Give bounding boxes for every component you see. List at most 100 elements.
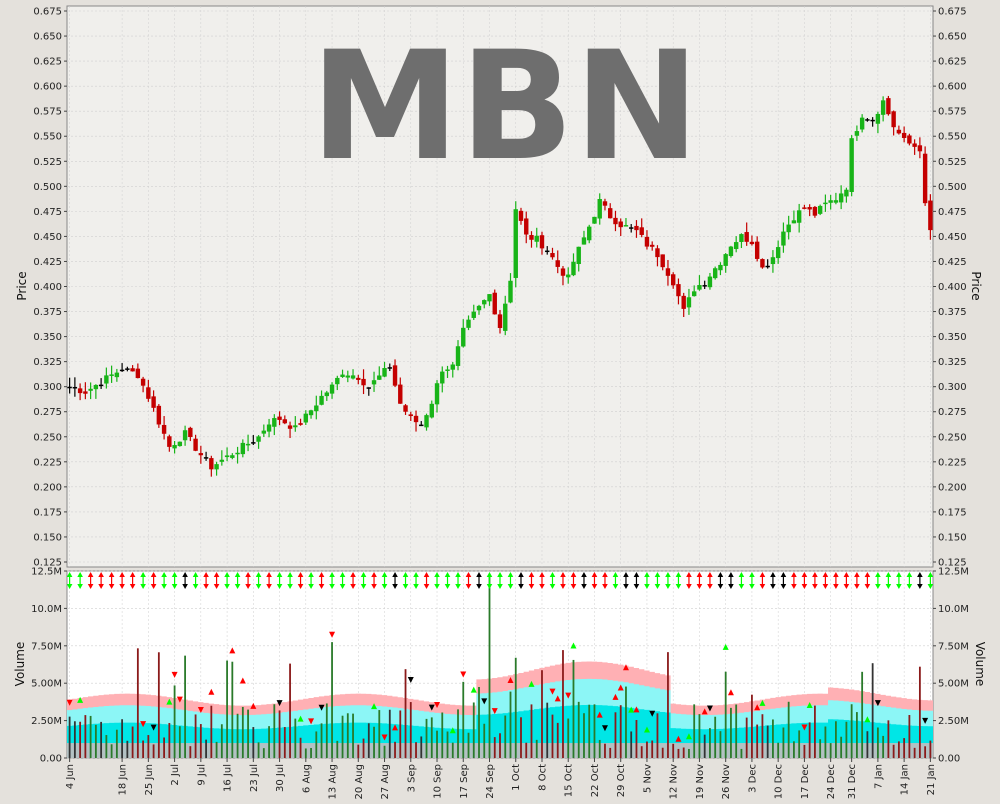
price-bar	[539, 231, 545, 255]
volume-bar	[262, 748, 265, 758]
price-bar	[182, 425, 188, 446]
volume-bar	[231, 661, 234, 758]
price-bar	[650, 241, 655, 251]
signal-arrow-up	[560, 572, 566, 577]
signal-arrow-down	[833, 584, 839, 589]
signal-arrow-down	[224, 584, 230, 589]
volume-bar	[110, 744, 113, 758]
price-bar-body	[298, 423, 303, 425]
volume-bar	[220, 724, 223, 758]
price-bar	[72, 377, 78, 397]
price-tick-label-left: 0.650	[33, 32, 62, 43]
signal-arrow-up	[339, 572, 346, 577]
price-bar-body	[770, 257, 776, 265]
volume-bar	[766, 725, 769, 758]
price-tick-label-right: 0.475	[938, 207, 967, 218]
signal-arrow-up	[759, 572, 766, 577]
signal-arrow-down	[108, 584, 115, 589]
volume-signal-marker	[434, 701, 441, 708]
price-bar-body	[240, 442, 246, 455]
price-bar-body	[282, 419, 288, 424]
volume-bar	[651, 740, 654, 758]
volume-bar	[283, 727, 286, 758]
price-bar-body	[623, 225, 629, 227]
signal-arrow-down	[318, 584, 325, 589]
price-tick-label-left: 0.200	[33, 482, 62, 493]
price-bar-body	[256, 436, 261, 442]
volume-bar	[478, 686, 480, 758]
volume-signal-marker	[329, 631, 336, 638]
volume-bar	[68, 716, 71, 758]
price-bar	[303, 410, 309, 425]
date-tick-label: 13 Aug	[328, 764, 339, 799]
volume-bar	[745, 717, 748, 758]
date-tick-label: 16 Jul	[223, 764, 234, 792]
signal-arrow-down	[885, 584, 892, 589]
price-tick-label-right: 0.525	[938, 157, 967, 168]
signal-arrow-up	[864, 572, 871, 577]
volume-bar	[446, 731, 449, 758]
price-bar	[587, 224, 592, 244]
volume-signal-marker	[759, 699, 766, 706]
price-bar-body	[245, 443, 251, 446]
volume-bar	[814, 705, 816, 758]
date-tick-label: 26 Nov	[721, 764, 732, 800]
price-bar-body	[566, 274, 571, 278]
price-bar-body	[786, 224, 791, 233]
signal-arrow-down	[686, 584, 692, 589]
volume-bar	[100, 721, 103, 758]
volume-bar	[541, 670, 543, 758]
signal-arrow-down	[66, 584, 73, 589]
volume-signal-marker	[628, 706, 635, 713]
price-bar-body	[476, 305, 482, 311]
volume-bar	[441, 712, 444, 758]
signal-arrow-down	[87, 584, 94, 589]
price-bar-body	[712, 268, 718, 279]
signal-arrow-up	[308, 572, 314, 577]
price-tick-label-right: 0.300	[938, 382, 967, 393]
price-tick-label-left: 0.275	[33, 407, 62, 418]
signal-arrow-up	[266, 572, 272, 577]
price-tick-label-left: 0.175	[33, 507, 62, 518]
date-tick-label: 17 Sep	[459, 764, 470, 799]
date-tick-label: 29 Oct	[616, 764, 627, 797]
volume-bar	[352, 713, 354, 758]
signal-arrow-up	[927, 572, 934, 577]
volume-axis-title-left: Volume	[13, 642, 27, 687]
volume-bar	[897, 741, 900, 758]
volume-tick-label-right: 12.5M	[938, 567, 969, 578]
price-bar-body	[266, 424, 272, 432]
price-bar	[445, 365, 450, 378]
price-bar	[350, 369, 356, 380]
signal-arrow-down	[339, 584, 346, 589]
volume-bar	[257, 742, 260, 758]
price-bar	[408, 411, 413, 421]
volume-tick-label-left: 5.00M	[31, 679, 62, 690]
price-bar	[629, 224, 634, 233]
price-bar	[298, 418, 303, 426]
price-bar	[377, 366, 382, 380]
price-bar	[907, 133, 912, 146]
price-bar	[251, 435, 256, 446]
signal-arrow-down	[276, 584, 283, 589]
volume-bar	[105, 735, 108, 758]
price-bar	[775, 240, 781, 264]
price-bar-body	[335, 377, 340, 385]
signal-arrow-down	[77, 584, 83, 589]
price-bar-body	[865, 119, 870, 121]
signal-arrow-down	[633, 584, 640, 589]
signal-arrow-down	[822, 584, 829, 589]
price-bar-body	[193, 438, 198, 451]
date-tick-label: 3 Dec	[747, 764, 758, 793]
price-bar-body	[172, 445, 177, 449]
price-tick-label-left: 0.600	[33, 82, 62, 93]
price-bar	[335, 375, 340, 391]
price-tick-label-left: 0.525	[33, 157, 62, 168]
signal-arrow-up	[287, 572, 293, 577]
price-bar-body	[608, 208, 613, 219]
price-bar	[891, 110, 896, 136]
price-bar-body	[518, 210, 524, 221]
date-tick-label: 20 Aug	[354, 764, 365, 799]
signal-arrow-up	[581, 572, 587, 577]
price-bar-body	[356, 377, 361, 380]
